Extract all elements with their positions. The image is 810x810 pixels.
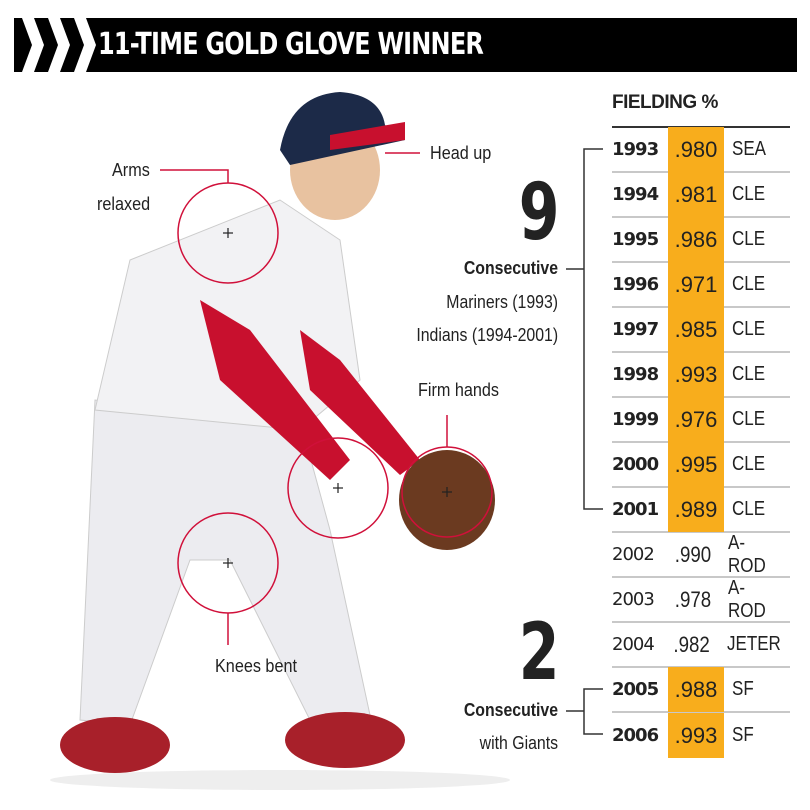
team-cell: CLE — [732, 318, 766, 340]
pct-cell: .993 — [668, 713, 724, 758]
team-cell: CLE — [732, 273, 766, 295]
pct-cell: .980 — [668, 127, 724, 172]
table-row: 1997 .985 CLE — [612, 307, 790, 353]
table-row: 2000 .995 CLE — [612, 442, 790, 488]
chevrons-icon — [22, 18, 96, 72]
team-cell: CLE — [732, 363, 766, 385]
streak2-label: Consecutive — [463, 700, 558, 720]
year-cell: 1994 — [612, 184, 659, 205]
pct-cell: .988 — [668, 667, 724, 712]
streak2-line1: with Giants — [479, 733, 558, 753]
pct-cell: .986 — [668, 217, 724, 262]
year-cell: 2006 — [612, 725, 659, 746]
table-row: 1998 .993 CLE — [612, 352, 790, 398]
table-row: 2001 .989 CLE — [612, 487, 790, 533]
year-cell: 1996 — [612, 274, 659, 295]
pct-cell: .995 — [668, 442, 724, 487]
annotation-hands: Firm hands — [418, 380, 500, 400]
pct-cell: .982 — [673, 632, 711, 657]
streak1-number: 9 — [518, 168, 560, 258]
table-row: 2004 .982 JETER — [612, 623, 790, 668]
year-cell: 2002 — [612, 544, 655, 565]
pct-cell: .993 — [668, 352, 724, 397]
team-cell: CLE — [732, 408, 766, 430]
year-cell: 2004 — [612, 634, 655, 655]
team-cell: JETER — [726, 633, 781, 655]
pct-cell: .978 — [674, 587, 712, 612]
streak1-line2: Indians (1994-2001) — [416, 325, 558, 345]
pct-cell: .976 — [668, 397, 724, 442]
team-cell: CLE — [732, 498, 766, 520]
team-cell: CLE — [732, 228, 766, 250]
team-cell: SF — [732, 678, 754, 700]
table-row: 1999 .976 CLE — [612, 397, 790, 443]
annotation-arms-line2: relaxed — [97, 194, 151, 214]
year-cell: 1993 — [612, 139, 659, 160]
streak2-number: 2 — [518, 608, 560, 698]
fielding-heading: FIELDING % — [612, 92, 718, 113]
page-title: 11-TIME GOLD GLOVE WINNER — [98, 27, 484, 62]
pct-cell: .971 — [668, 262, 724, 307]
table-row: 1993 .980 SEA — [612, 127, 790, 173]
annotation-knees: Knees bent — [215, 656, 297, 676]
pct-cell: .990 — [674, 542, 712, 567]
table-row: 1995 .986 CLE — [612, 217, 790, 263]
fielding-table: 1993 .980 SEA 1994 .981 CLE 1995 .986 CLE 1996 .97… — [612, 126, 790, 758]
year-cell: 1997 — [612, 319, 659, 340]
team-cell: SEA — [732, 138, 767, 160]
table-row: 1994 .981 CLE — [612, 172, 790, 218]
pct-cell: .981 — [668, 172, 724, 217]
table-row: 2003 .978 A-ROD — [612, 576, 790, 623]
pct-cell: .989 — [668, 487, 724, 532]
table-row: 2005 .988 SF — [612, 667, 790, 713]
year-cell: 1998 — [612, 364, 659, 385]
year-cell: 2005 — [612, 679, 659, 700]
team-cell: CLE — [732, 183, 766, 205]
table-row: 1996 .971 CLE — [612, 262, 790, 308]
streak1-label: Consecutive — [463, 258, 558, 278]
year-cell: 2001 — [612, 499, 659, 520]
year-cell: 2003 — [612, 589, 655, 610]
streak1-line1: Mariners (1993) — [446, 292, 558, 312]
team-cell: A-ROD — [727, 531, 766, 577]
year-cell: 2000 — [612, 454, 659, 475]
table-row: 2006 .993 SF — [612, 713, 790, 758]
team-cell: SF — [732, 724, 754, 746]
annotation-head: Head up — [430, 143, 492, 163]
annotation-arms-line1: Arms — [112, 160, 150, 180]
pct-cell: .985 — [668, 307, 724, 352]
team-cell: CLE — [732, 453, 766, 475]
header-bar — [14, 18, 797, 72]
table-row: 2002 .990 A-ROD — [612, 531, 790, 578]
year-cell: 1995 — [612, 229, 659, 250]
team-cell: A-ROD — [727, 576, 766, 622]
year-cell: 1999 — [612, 409, 659, 430]
